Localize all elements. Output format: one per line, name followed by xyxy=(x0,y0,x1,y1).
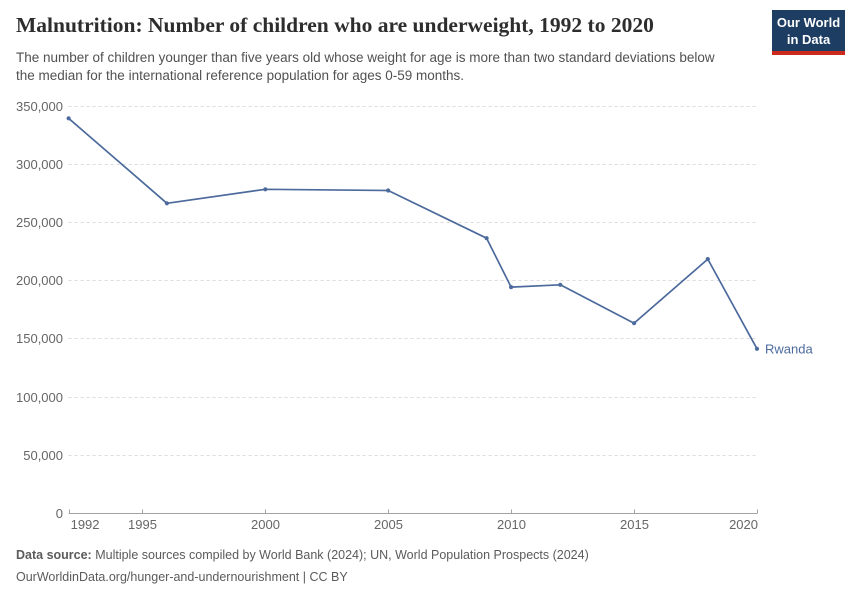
y-tick-label: 200,000 xyxy=(16,273,63,288)
y-tick-label: 350,000 xyxy=(16,99,63,114)
data-point[interactable] xyxy=(164,201,169,206)
y-tick-label: 100,000 xyxy=(16,390,63,405)
data-point[interactable] xyxy=(66,116,71,121)
chart-footer: Data source: Multiple sources compiled b… xyxy=(16,546,589,586)
owid-logo[interactable]: Our World in Data xyxy=(772,10,845,56)
x-tick-label: 2010 xyxy=(497,517,526,532)
page-title: Malnutrition: Number of children who are… xyxy=(16,13,654,37)
x-tick-label: 2020 xyxy=(729,517,758,532)
entity-label-rwanda: Rwanda xyxy=(765,341,813,356)
data-point[interactable] xyxy=(705,257,710,262)
x-tick-label: 1992 xyxy=(71,517,100,532)
series-line-rwanda[interactable] xyxy=(67,117,758,350)
y-tick-label: 250,000 xyxy=(16,215,63,230)
x-tick-label: 2015 xyxy=(620,517,649,532)
data-point[interactable] xyxy=(558,282,563,287)
data-point[interactable] xyxy=(509,285,514,290)
owid-logo-line2: in Data xyxy=(786,31,831,47)
data-point[interactable] xyxy=(754,346,760,351)
x-tick-label: 1995 xyxy=(128,517,157,532)
y-tick-label: 150,000 xyxy=(16,331,63,346)
x-tick-label: 2005 xyxy=(374,517,403,532)
data-point[interactable] xyxy=(263,187,268,192)
data-source-text: Multiple sources compiled by World Bank … xyxy=(95,548,589,562)
chart-subtitle: The number of children younger than five… xyxy=(16,50,715,84)
data-point[interactable] xyxy=(386,188,391,193)
y-tick-label: 50,000 xyxy=(23,448,63,463)
data-point[interactable] xyxy=(484,236,489,241)
data-source-label: Data source: xyxy=(16,548,92,562)
x-tick-label: 2000 xyxy=(251,517,280,532)
y-tick-label: 300,000 xyxy=(16,157,63,172)
data-source-line: Data source: Multiple sources compiled b… xyxy=(16,546,589,564)
owid-logo-line1: Our World xyxy=(776,15,841,30)
citation-line: OurWorldinData.org/hunger-and-undernouri… xyxy=(16,570,348,585)
data-point[interactable] xyxy=(632,321,637,326)
y-tick-label: 0 xyxy=(56,506,63,521)
